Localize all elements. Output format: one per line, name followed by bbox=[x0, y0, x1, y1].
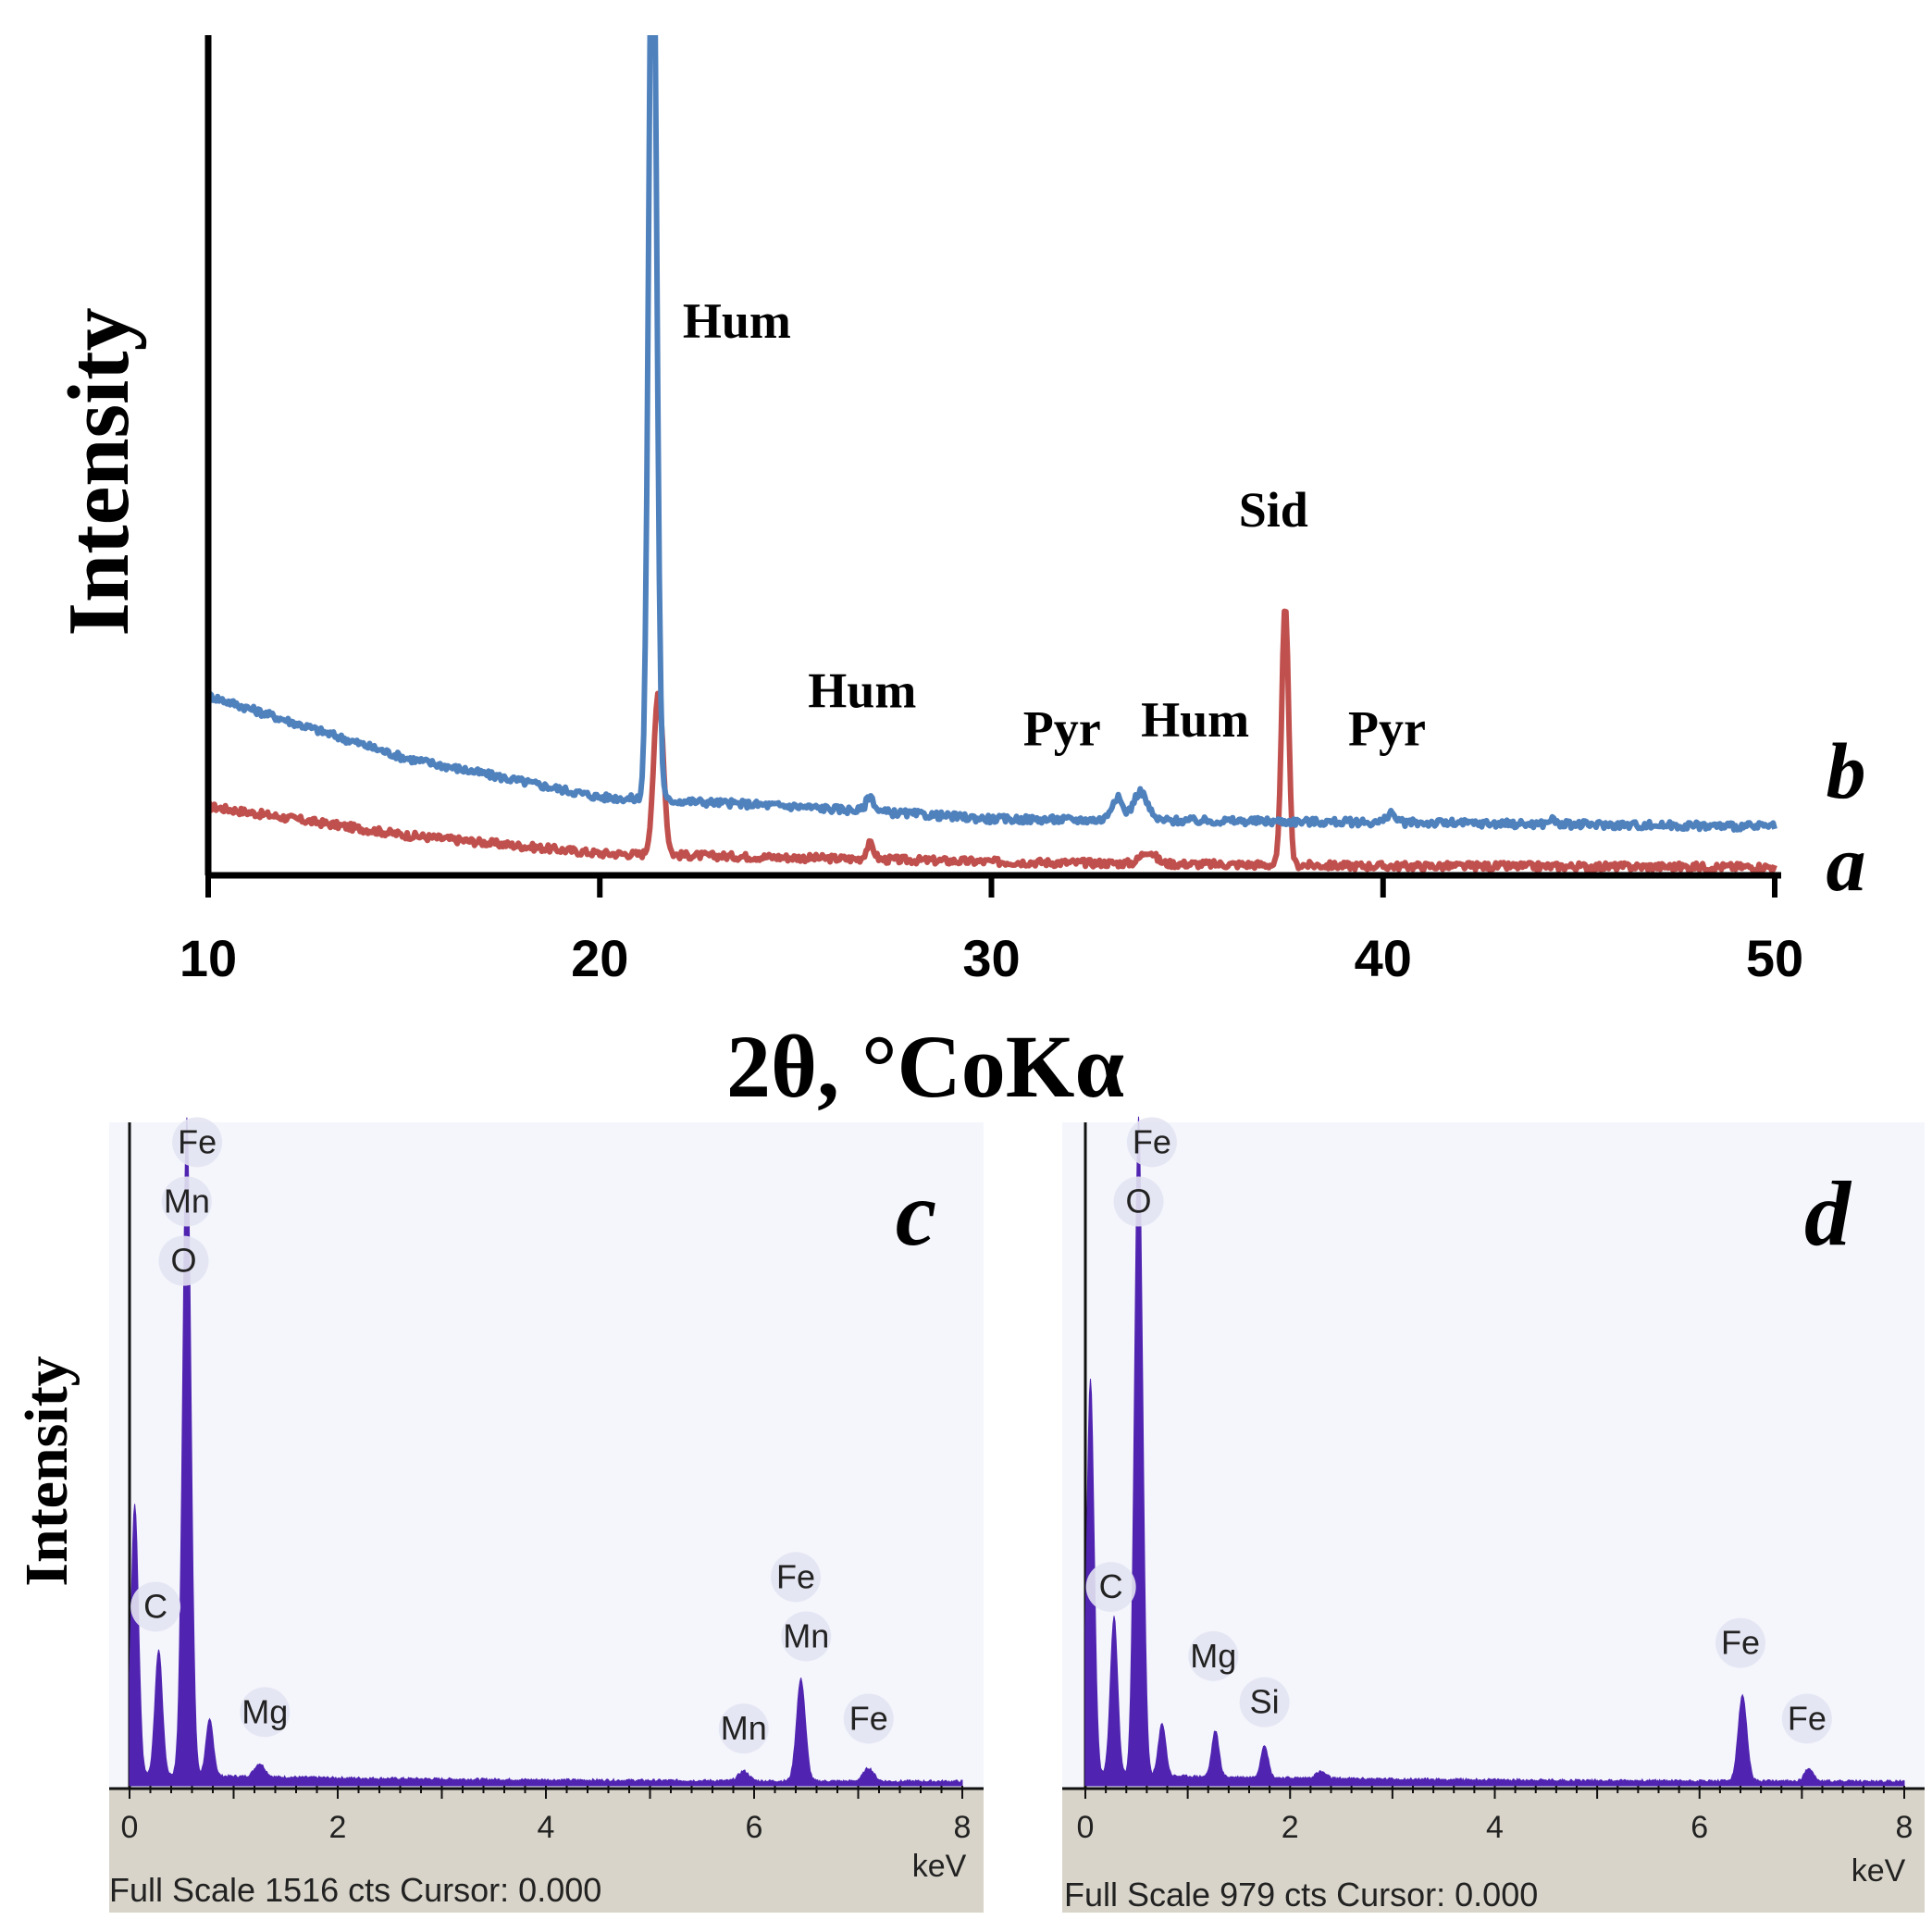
xrd-y-axis-label: Intensity bbox=[51, 307, 147, 636]
eds-element-label: Fe bbox=[1721, 1624, 1760, 1662]
xrd-peak-label: Hum bbox=[808, 663, 916, 718]
eds-label-badge bbox=[172, 1117, 223, 1168]
eds-label-badge bbox=[1188, 1630, 1239, 1681]
eds-spectrum-area bbox=[1084, 1116, 1905, 1787]
eds-c-element-labels: Fe Mn O C Mg Mn Fe Mn Fe bbox=[130, 1117, 894, 1754]
eds-x-tick-label: 0 bbox=[121, 1810, 139, 1845]
eds-x-tick-label: 4 bbox=[1486, 1810, 1504, 1845]
xrd-x-axis-label: 2θ, °CoKα bbox=[726, 1017, 1124, 1116]
xrd-series-label-a: a bbox=[1827, 819, 1866, 908]
eds-element-label: O bbox=[1126, 1183, 1152, 1220]
eds-c-spectrum bbox=[129, 1117, 963, 1787]
eds-element-label: Mn bbox=[721, 1709, 767, 1747]
xrd-series-label-b: b bbox=[1827, 726, 1866, 815]
eds-label-badge bbox=[240, 1687, 291, 1738]
xrd-peak-label: Hum bbox=[683, 293, 791, 349]
eds-x-tick-label: 8 bbox=[1896, 1810, 1913, 1845]
xrd-peak-label: Sid bbox=[1239, 482, 1308, 538]
eds-label-badge bbox=[130, 1581, 181, 1632]
eds-element-label: Mn bbox=[164, 1183, 210, 1220]
xrd-annotations: Hum Hum Pyr Hum Sid Pyr bbox=[683, 293, 1426, 756]
eds-label-badge bbox=[781, 1611, 832, 1662]
eds-label-badge bbox=[771, 1552, 821, 1603]
eds-element-label: Mn bbox=[783, 1616, 829, 1654]
eds-label-badge bbox=[1113, 1176, 1164, 1227]
eds-element-label: Mg bbox=[242, 1692, 288, 1730]
eds-d-ticks: 0 2 4 6 8 bbox=[1077, 1786, 1913, 1845]
xrd-series-b-line bbox=[208, 35, 1777, 833]
xrd-x-tick-label: 40 bbox=[1355, 929, 1412, 987]
xrd-ticks: 10 20 30 40 50 bbox=[180, 875, 1803, 987]
eds-c-ticks: 0 2 4 6 8 bbox=[121, 1786, 972, 1845]
xrd-x-tick-label: 10 bbox=[180, 929, 237, 987]
eds-spectrum-area bbox=[129, 1117, 963, 1787]
eds-label-badge bbox=[1126, 1117, 1177, 1168]
eds-element-label: O bbox=[170, 1242, 196, 1280]
eds-c-footer-background bbox=[109, 1789, 984, 1913]
eds-d-spectrum bbox=[1084, 1116, 1905, 1787]
eds-d-footer-text: Full Scale 979 cts Cursor: 0.000 bbox=[1064, 1876, 1538, 1913]
eds-element-label: C bbox=[143, 1587, 167, 1625]
eds-c-footer-text: Full Scale 1516 cts Cursor: 0.000 bbox=[109, 1871, 601, 1909]
eds-x-tick-label: 2 bbox=[1282, 1810, 1299, 1845]
eds-x-tick-label: 6 bbox=[1690, 1810, 1708, 1845]
xrd-peak-label: Pyr bbox=[1348, 700, 1426, 756]
eds-element-label: Fe bbox=[849, 1699, 888, 1737]
xrd-series-group bbox=[208, 35, 1777, 873]
eds-x-tick-label: 2 bbox=[329, 1810, 347, 1845]
eds-element-label: Fe bbox=[776, 1557, 815, 1595]
xrd-series-labels: ab bbox=[1827, 726, 1866, 908]
eds-label-badge bbox=[158, 1235, 209, 1286]
eds-label-badge bbox=[1085, 1562, 1136, 1613]
eds-d-footer-background bbox=[1062, 1789, 1925, 1913]
eds-c-plot-background bbox=[109, 1122, 984, 1789]
eds-x-tick-label: 6 bbox=[746, 1810, 763, 1845]
eds-label-badge bbox=[1781, 1693, 1832, 1744]
eds-d-unit-label: keV bbox=[1852, 1853, 1906, 1889]
eds-element-label: Mg bbox=[1190, 1637, 1236, 1675]
eds-element-label: Fe bbox=[1133, 1122, 1171, 1160]
eds-d-element-labels: Fe O C Mg Si Fe Fe bbox=[1085, 1117, 1832, 1744]
eds-c-unit-label: keV bbox=[912, 1849, 967, 1884]
eds-d-plot-background bbox=[1062, 1122, 1925, 1789]
eds-element-label: C bbox=[1099, 1567, 1123, 1605]
eds-c-panel-label: c bbox=[896, 1162, 936, 1265]
eds-label-badge bbox=[1239, 1677, 1290, 1728]
eds-x-tick-label: 4 bbox=[538, 1810, 555, 1845]
eds-label-badge bbox=[161, 1176, 212, 1227]
xrd-peak-label: Pyr bbox=[1023, 700, 1101, 756]
eds-x-tick-label: 8 bbox=[954, 1810, 972, 1845]
eds-label-badge bbox=[1715, 1617, 1765, 1668]
eds-element-label: Fe bbox=[1788, 1699, 1827, 1737]
xrd-series-a-line bbox=[208, 608, 1777, 873]
eds-chart-c: 0 2 4 6 8 Fe Mn O C Mg Mn Fe Mn Fe c keV Full Scale … bbox=[13, 1117, 984, 1913]
xrd-x-tick-label: 50 bbox=[1746, 929, 1803, 987]
eds-element-label: Fe bbox=[178, 1122, 217, 1160]
xrd-x-tick-label: 30 bbox=[962, 929, 1020, 987]
eds-chart-d: 0 2 4 6 8 Fe O C Mg Si Fe Fe d keV Full Scale 979 … bbox=[1062, 1116, 1925, 1913]
eds-label-badge bbox=[718, 1703, 769, 1754]
eds-label-badge bbox=[843, 1693, 894, 1744]
eds-d-panel-label: d bbox=[1804, 1162, 1852, 1265]
xrd-peak-label: Hum bbox=[1141, 692, 1249, 748]
eds-y-axis-label: Intensity bbox=[13, 1356, 80, 1586]
eds-element-label: Si bbox=[1250, 1683, 1280, 1721]
eds-x-tick-label: 0 bbox=[1077, 1810, 1095, 1845]
xrd-x-tick-label: 20 bbox=[571, 929, 628, 987]
